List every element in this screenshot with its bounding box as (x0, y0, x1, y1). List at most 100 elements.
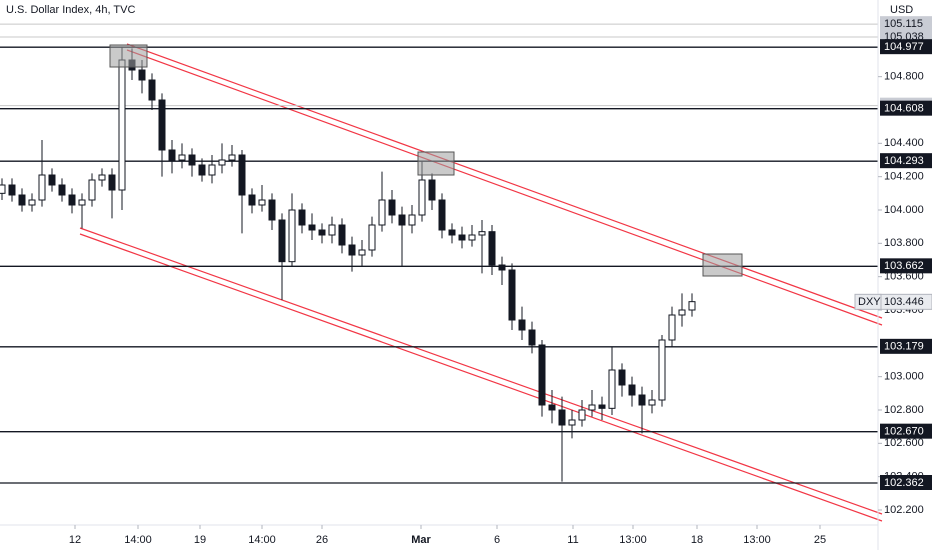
candle-body (58, 184, 66, 196)
level-label-box (880, 423, 932, 439)
candle-body (388, 199, 396, 216)
symbol-label: DXY (858, 296, 881, 308)
x-tick-label: 13:00 (743, 534, 771, 546)
candle-body (228, 154, 236, 161)
candle-body (488, 231, 496, 266)
candle-body (368, 224, 376, 251)
candle-body (438, 199, 446, 231)
candle-body (258, 199, 266, 206)
level-label-box (880, 153, 932, 169)
candle-body (398, 214, 406, 226)
candle-body (88, 179, 96, 201)
candle-body (268, 199, 276, 221)
candle-body (668, 314, 676, 341)
candle-body (448, 229, 456, 236)
x-tick-label: 26 (316, 534, 328, 546)
x-tick-label: 25 (814, 534, 826, 546)
candle-body (508, 269, 516, 321)
candle-body (108, 174, 116, 191)
y-tick-label: 103.000 (884, 371, 924, 383)
candle-body (78, 199, 86, 206)
zone-box (417, 151, 455, 176)
level-label: 103.179 (884, 341, 924, 353)
level-label: 104.608 (884, 103, 924, 115)
candle-body (518, 319, 526, 331)
level-label-box (880, 100, 932, 116)
y-tick-label: 103.800 (884, 237, 924, 249)
candle-body (248, 194, 256, 206)
zone-box (109, 44, 148, 68)
candle-body (48, 174, 56, 186)
candle-body (208, 164, 216, 176)
plot (0, 23, 878, 484)
channel-line (79, 233, 883, 522)
candle-body (658, 339, 666, 401)
candle-body (308, 224, 316, 231)
level-label-box (880, 338, 932, 354)
candle-body (98, 174, 106, 181)
candle-body (288, 209, 296, 263)
x-tick-label: 6 (494, 534, 500, 546)
y-tick-label: 104.000 (884, 204, 924, 216)
candle-body (68, 194, 76, 206)
candle-body (168, 149, 176, 161)
x-tick-label: 14:00 (248, 534, 276, 546)
level-label: 103.662 (884, 260, 924, 272)
level-label: 104.293 (884, 155, 924, 167)
candle-body (628, 384, 636, 396)
x-tick-label: 13:00 (619, 534, 647, 546)
y-tick-label: 104.800 (884, 71, 924, 83)
x-tick-label: Mar (411, 534, 431, 546)
y-tick-label: 102.800 (884, 404, 924, 416)
y-tick-label: 104.200 (884, 171, 924, 183)
candle-body (558, 409, 566, 426)
candle-body (498, 264, 506, 271)
y-tick-label: 104.400 (884, 137, 924, 149)
level-label: 102.362 (884, 477, 924, 489)
candle-body (358, 249, 366, 256)
candle-body (188, 154, 196, 166)
candle-body (138, 69, 146, 81)
candle-body (648, 399, 656, 406)
candle-body (28, 199, 36, 206)
candle-body (0, 184, 6, 194)
candle-body (328, 224, 336, 236)
candle-body (598, 404, 606, 409)
channel (79, 43, 883, 522)
chart-title: U.S. Dollar Index, 4h, TVC (6, 4, 135, 16)
candle-body (618, 369, 626, 386)
candle-body (318, 229, 326, 236)
candle-body (198, 164, 206, 176)
candle-body (478, 231, 486, 236)
x-tick-label: 14:00 (124, 534, 152, 546)
candle-body (528, 329, 536, 346)
candle-body (378, 199, 386, 226)
candle-body (568, 419, 576, 426)
candle-body (118, 59, 126, 191)
y-tick-label: 103.600 (884, 271, 924, 283)
candle-body (8, 184, 16, 196)
candle-body (158, 99, 166, 151)
candle-body (338, 224, 346, 246)
candle-body (458, 234, 466, 241)
level-label-box (880, 39, 932, 55)
candle-body (468, 234, 476, 241)
candle-body (148, 79, 156, 101)
channel-line (126, 43, 883, 319)
candle-body (298, 209, 306, 226)
x-tick-label: 18 (691, 534, 703, 546)
currency: USD (890, 4, 913, 16)
x-tick-label: 19 (194, 534, 206, 546)
candle-body (18, 194, 26, 206)
candle-body (538, 344, 546, 406)
candle-body (688, 301, 696, 311)
level-label: 104.977 (884, 41, 924, 53)
zone-box (702, 253, 743, 277)
candle-body (548, 404, 556, 411)
candle-body (428, 179, 436, 201)
candle-body (178, 154, 186, 161)
candle-body (278, 219, 286, 263)
